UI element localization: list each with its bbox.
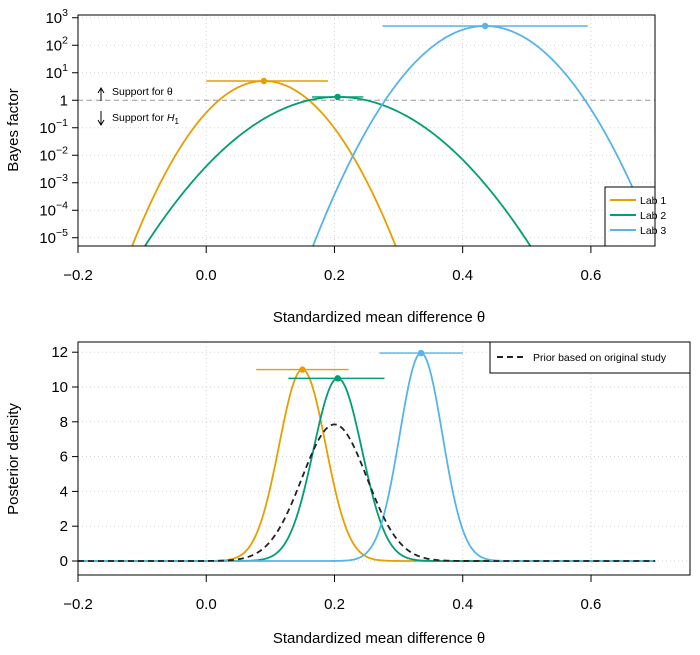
top-x-tick-label-4: 0.6 xyxy=(580,267,601,284)
top-y-tick-base-5: 10 xyxy=(39,147,56,164)
bottom-y-tick-label-4: 8 xyxy=(60,414,68,431)
top-legend-label-lab-3: Lab 3 xyxy=(640,225,666,237)
bottom-legend: Prior based on original study xyxy=(489,341,691,374)
top-y-tick-label-8: 10−5 xyxy=(39,227,68,247)
top-x-tick-label-0: −0.2 xyxy=(63,267,93,284)
bottom-x-tick-label-0: −0.2 xyxy=(63,596,93,613)
top-y-tick-label-6: 10−3 xyxy=(39,172,68,192)
bottom-y-tick-label-2: 4 xyxy=(60,483,68,500)
top-y-tick-exp-0: 3 xyxy=(62,7,68,19)
top-y-tick-base-2: 10 xyxy=(45,65,62,82)
top-x-tick-label-3: 0.4 xyxy=(452,267,473,284)
support-h1-var: H xyxy=(167,112,175,124)
top-y-tick-exp-4: −1 xyxy=(56,117,68,129)
top-peak-point-lab-3 xyxy=(481,22,489,30)
top-y-tick-label-4: 10−1 xyxy=(39,117,68,137)
top-y-axis-label: Bayes factor xyxy=(5,88,22,171)
top-y-tick-exp-5: −2 xyxy=(56,144,68,156)
top-y-tick-label-7: 10−4 xyxy=(39,199,68,219)
top-y-tick-label-3: 1 xyxy=(60,92,68,109)
bottom-y-tick-label-3: 6 xyxy=(60,449,68,466)
top-curve-lab-2 xyxy=(143,96,532,246)
top-y-tick-exp-2: 1 xyxy=(62,62,68,74)
bottom-y-axis-label: Posterior density xyxy=(5,403,22,515)
top-x-tick-label-1: 0.0 xyxy=(196,267,217,284)
top-y-tick-label-1: 102 xyxy=(45,34,68,54)
top-peak-point-lab-1 xyxy=(260,77,268,85)
support-theta-arrow-head xyxy=(97,87,105,94)
bottom-curve-prior xyxy=(78,423,656,562)
top-y-tick-exp-1: 2 xyxy=(62,34,68,46)
bottom-legend-box xyxy=(489,341,691,374)
top-y-tick-base-8: 10 xyxy=(39,230,56,247)
top-x-tick-label-2: 0.2 xyxy=(324,267,345,284)
bottom-curves xyxy=(78,349,656,562)
top-y-tick-base-6: 10 xyxy=(39,175,56,192)
top-y-tick-base-1: 10 xyxy=(45,37,62,54)
top-y-tick-label-5: 10−2 xyxy=(39,144,68,164)
top-peak-point-lab-2 xyxy=(334,93,341,101)
top-legend-label-lab-1: Lab 1 xyxy=(640,195,666,207)
bottom-x-tick-label-1: 0.0 xyxy=(196,596,217,613)
bottom-peak-point-lab-2 xyxy=(334,375,341,382)
top-curves xyxy=(131,22,655,246)
bottom-y-tick-label-1: 2 xyxy=(60,518,68,535)
bottom-peak-point-lab-1 xyxy=(299,366,306,373)
bottom-y-tick-label-5: 10 xyxy=(51,379,68,396)
bottom-x-tick-label-4: 0.6 xyxy=(581,596,602,613)
bottom-peak-point-lab-3 xyxy=(417,349,425,357)
top-y-tick-exp-8: −5 xyxy=(56,227,68,239)
bottom-x-axis-label: Standardized mean difference θ xyxy=(273,630,485,647)
top-y-tick-label-0: 103 xyxy=(45,7,68,27)
bottom-curve-lab-2 xyxy=(78,377,656,562)
support-h1-label: Support for H1 xyxy=(112,112,179,126)
bottom-legend-label-prior: Prior based on original study xyxy=(533,352,667,364)
bottom-y-tick-label-6: 12 xyxy=(51,344,68,361)
bottom-x-tick-label-2: 0.2 xyxy=(324,596,345,613)
top-y-tick-exp-7: −4 xyxy=(56,199,68,211)
top-y-tick-label-2: 101 xyxy=(45,62,68,82)
top-legend-label-lab-2: Lab 2 xyxy=(640,210,666,222)
top-legend-box xyxy=(604,186,656,247)
top-y-tick-base-4: 10 xyxy=(39,120,56,137)
top-y-tick-base-7: 10 xyxy=(39,202,56,219)
top-y-tick-base-0: 10 xyxy=(45,10,62,27)
support-h1-sub: 1 xyxy=(174,117,179,126)
top-x-axis-label: Standardized mean difference θ xyxy=(273,309,485,326)
support-h1-prefix: Support for xyxy=(112,112,167,124)
top-y-tick-exp-6: −3 xyxy=(56,172,68,184)
bottom-panel: 0 2 4 6 8 10 12 −0.2 0.0 0.2 0.4 0.6 Standardized me… xyxy=(5,341,691,647)
bottom-plot-frame xyxy=(77,341,691,576)
bottom-y-tick-label-0: 0 xyxy=(60,553,68,570)
bottom-x-tick-label-3: 0.4 xyxy=(452,596,473,613)
top-legend: Lab 1 Lab 2 Lab 3 xyxy=(604,186,666,247)
bottom-curve-lab-1 xyxy=(78,368,656,562)
support-h1-arrow-head xyxy=(97,119,105,126)
top-y-tick-base-3: 1 xyxy=(60,92,68,109)
top-plot-frame xyxy=(77,14,656,247)
support-theta-label: Support for θ xyxy=(112,86,173,98)
